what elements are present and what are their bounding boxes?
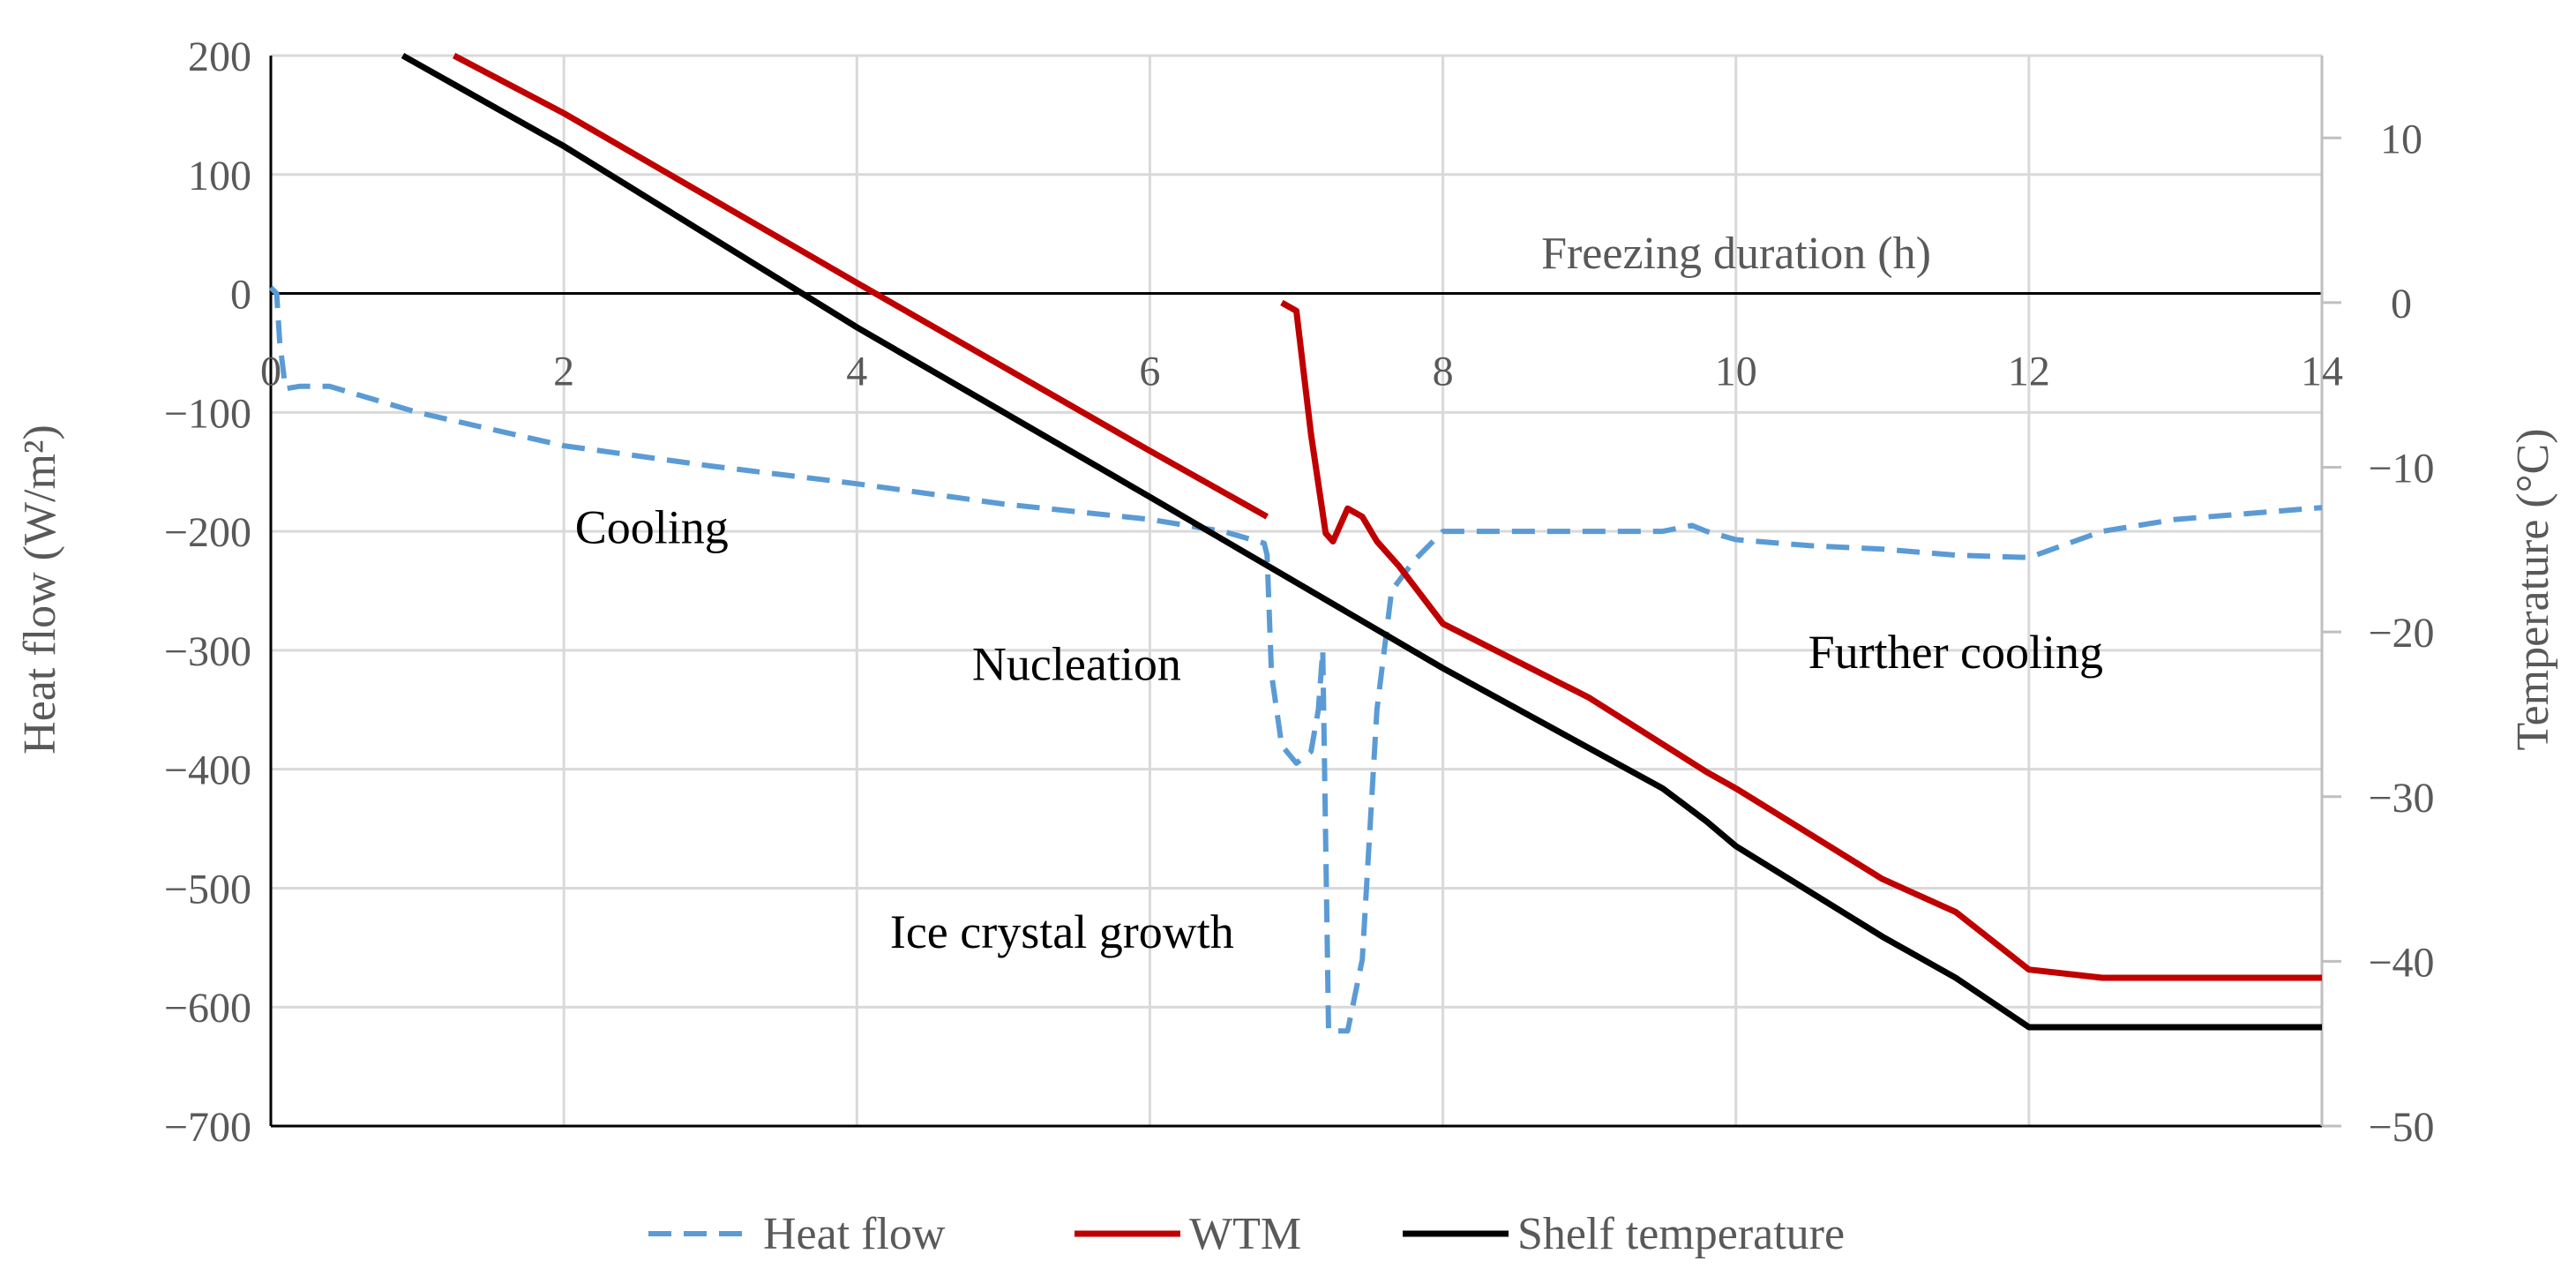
y-left-tick-label: −400	[164, 747, 251, 794]
annotations: Cooling Nucleation Further cooling Ice crys…	[575, 501, 2103, 958]
annotation-label: Ice crystal growth	[890, 905, 1234, 958]
y-left-tick-label: −300	[164, 628, 251, 675]
y-right-tick-label: −40	[2368, 939, 2434, 986]
series-line-wtm	[452, 52, 2322, 981]
legend-label: WTM	[1189, 1209, 1301, 1259]
series-lines	[268, 52, 2323, 1034]
x-tick-label: 4	[846, 349, 867, 395]
x-tick-label: 8	[1433, 349, 1454, 395]
y-left-tick-label: −100	[164, 390, 251, 437]
y-axis-right-title: Temperature (°C)	[2508, 428, 2558, 750]
y-right-tick-label: −10	[2368, 446, 2434, 492]
x-tick-label: 6	[1139, 349, 1160, 395]
gridlines	[271, 54, 2324, 1126]
y-right-tick-label: −50	[2368, 1104, 2434, 1151]
y-left-tick-label: −700	[164, 1104, 251, 1151]
y-axis-left-title: Heat flow (W/m²)	[15, 424, 65, 755]
x-axis-title: Freezing duration (h)	[1541, 229, 1931, 279]
y-right-tick-label: 10	[2380, 116, 2422, 162]
legend-label: Heat flow	[763, 1209, 946, 1259]
x-tick-label: 10	[1715, 349, 1757, 395]
axes	[269, 56, 2341, 1128]
series-line-heat-flow	[268, 285, 2323, 1034]
x-tick-label: 12	[2008, 349, 2050, 395]
y-left-tick-label: 100	[188, 153, 251, 199]
y-left-tick-label: 200	[188, 34, 251, 80]
x-tick-label: 2	[553, 349, 574, 395]
y-left-tick-label: −200	[164, 509, 251, 556]
annotation-label: Cooling	[575, 501, 729, 554]
y-left-tick-label: 0	[230, 272, 251, 319]
legend-label: Shelf temperature	[1517, 1209, 1845, 1259]
y-left-tick-label: −500	[164, 866, 251, 912]
y-right-tick-label: −20	[2368, 610, 2434, 657]
legend: Heat flow WTM Shelf temperature	[648, 1209, 1845, 1259]
annotation-label: Further cooling	[1808, 626, 2103, 679]
y-right-tick-label: 0	[2391, 281, 2412, 327]
x-tick-label: 14	[2301, 349, 2343, 395]
annotation-label: Nucleation	[972, 638, 1181, 691]
y-right-tick-label: −30	[2368, 775, 2434, 822]
y-left-tick-label: −600	[164, 985, 251, 1032]
tick-labels: 0 2 4 6 8 10 12 142001000−100−200−300−400−500−6…	[164, 34, 2435, 1151]
x-tick-label: 0	[260, 349, 281, 395]
series-line-shelf-temperature	[401, 52, 2322, 1031]
